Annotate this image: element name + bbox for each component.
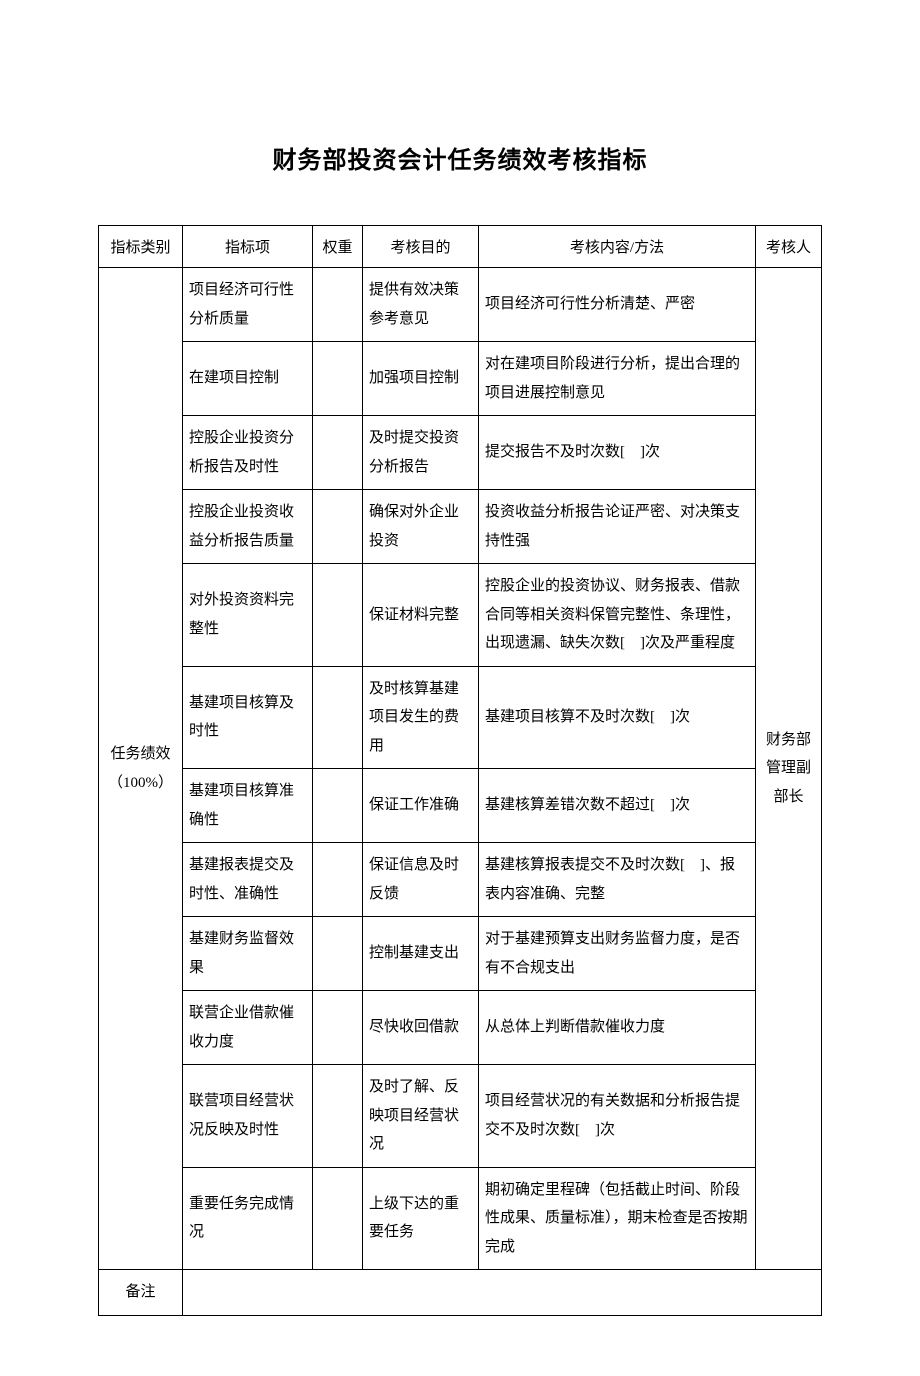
purpose-cell: 上级下达的重要任务 [363, 1167, 479, 1270]
table-row: 对外投资资料完整性保证材料完整控股企业的投资协议、财务报表、借款合同等相关资料保… [99, 564, 822, 667]
table-row: 联营项目经营状况反映及时性及时了解、反映项目经营状况项目经营状况的有关数据和分析… [99, 1065, 822, 1168]
table-header-row: 指标类别 指标项 权重 考核目的 考核内容/方法 考核人 [99, 226, 822, 268]
item-cell: 基建财务监督效果 [183, 917, 313, 991]
method-cell: 控股企业的投资协议、财务报表、借款合同等相关资料保管完整性、条理性，出现遗漏、缺… [479, 564, 756, 667]
table-row: 控股企业投资收益分析报告质量确保对外企业投资投资收益分析报告论证严密、对决策支持… [99, 490, 822, 564]
header-method: 考核内容/方法 [479, 226, 756, 268]
table-row: 基建项目核算及时性及时核算基建项目发生的费用基建项目核算不及时次数[ ]次 [99, 666, 822, 769]
method-cell: 从总体上判断借款催收力度 [479, 991, 756, 1065]
table-body: 任务绩效（100%）项目经济可行性分析质量提供有效决策参考意见项目经济可行性分析… [99, 268, 822, 1270]
method-cell: 对于基建预算支出财务监督力度，是否有不合规支出 [479, 917, 756, 991]
document-page: 财务部投资会计任务绩效考核指标 指标类别 指标项 权重 考核目的 考核内容/方法… [0, 0, 920, 1376]
weight-cell [313, 490, 363, 564]
method-cell: 项目经营状况的有关数据和分析报告提交不及时次数[ ]次 [479, 1065, 756, 1168]
item-cell: 在建项目控制 [183, 342, 313, 416]
method-cell: 期初确定里程碑（包括截止时间、阶段性成果、质量标准），期末检查是否按期完成 [479, 1167, 756, 1270]
purpose-cell: 保证信息及时反馈 [363, 843, 479, 917]
item-cell: 控股企业投资收益分析报告质量 [183, 490, 313, 564]
table-row: 任务绩效（100%）项目经济可行性分析质量提供有效决策参考意见项目经济可行性分析… [99, 268, 822, 342]
purpose-cell: 及时核算基建项目发生的费用 [363, 666, 479, 769]
purpose-cell: 保证工作准确 [363, 769, 479, 843]
reviewer-cell: 财务部管理副部长 [756, 268, 822, 1270]
item-cell: 重要任务完成情况 [183, 1167, 313, 1270]
weight-cell [313, 342, 363, 416]
footer-content [183, 1270, 822, 1316]
weight-cell [313, 416, 363, 490]
table-row: 基建项目核算准确性保证工作准确基建核算差错次数不超过[ ]次 [99, 769, 822, 843]
weight-cell [313, 1065, 363, 1168]
weight-cell [313, 917, 363, 991]
table-row: 在建项目控制加强项目控制对在建项目阶段进行分析，提出合理的项目进展控制意见 [99, 342, 822, 416]
purpose-cell: 加强项目控制 [363, 342, 479, 416]
method-cell: 基建项目核算不及时次数[ ]次 [479, 666, 756, 769]
table-row: 联营企业借款催收力度尽快收回借款从总体上判断借款催收力度 [99, 991, 822, 1065]
weight-cell [313, 1167, 363, 1270]
table-row: 基建报表提交及时性、准确性保证信息及时反馈基建核算报表提交不及时次数[ ]、报表… [99, 843, 822, 917]
header-weight: 权重 [313, 226, 363, 268]
purpose-cell: 控制基建支出 [363, 917, 479, 991]
table-footer-row: 备注 [99, 1270, 822, 1316]
purpose-cell: 提供有效决策参考意见 [363, 268, 479, 342]
weight-cell [313, 991, 363, 1065]
header-person: 考核人 [756, 226, 822, 268]
footer-label: 备注 [99, 1270, 183, 1316]
method-cell: 项目经济可行性分析清楚、严密 [479, 268, 756, 342]
weight-cell [313, 666, 363, 769]
purpose-cell: 及时了解、反映项目经营状况 [363, 1065, 479, 1168]
page-title: 财务部投资会计任务绩效考核指标 [98, 140, 822, 175]
method-cell: 对在建项目阶段进行分析，提出合理的项目进展控制意见 [479, 342, 756, 416]
purpose-cell: 保证材料完整 [363, 564, 479, 667]
header-category: 指标类别 [99, 226, 183, 268]
purpose-cell: 及时提交投资分析报告 [363, 416, 479, 490]
table-row: 控股企业投资分析报告及时性及时提交投资分析报告提交报告不及时次数[ ]次 [99, 416, 822, 490]
item-cell: 控股企业投资分析报告及时性 [183, 416, 313, 490]
method-cell: 基建核算报表提交不及时次数[ ]、报表内容准确、完整 [479, 843, 756, 917]
item-cell: 基建报表提交及时性、准确性 [183, 843, 313, 917]
method-cell: 基建核算差错次数不超过[ ]次 [479, 769, 756, 843]
item-cell: 联营项目经营状况反映及时性 [183, 1065, 313, 1168]
weight-cell [313, 769, 363, 843]
table-row: 基建财务监督效果控制基建支出对于基建预算支出财务监督力度，是否有不合规支出 [99, 917, 822, 991]
item-cell: 基建项目核算及时性 [183, 666, 313, 769]
header-purpose: 考核目的 [363, 226, 479, 268]
item-cell: 基建项目核算准确性 [183, 769, 313, 843]
kpi-table: 指标类别 指标项 权重 考核目的 考核内容/方法 考核人 任务绩效（100%）项… [98, 225, 822, 1316]
category-cell: 任务绩效（100%） [99, 268, 183, 1270]
weight-cell [313, 564, 363, 667]
item-cell: 联营企业借款催收力度 [183, 991, 313, 1065]
purpose-cell: 确保对外企业投资 [363, 490, 479, 564]
table-row: 重要任务完成情况上级下达的重要任务期初确定里程碑（包括截止时间、阶段性成果、质量… [99, 1167, 822, 1270]
method-cell: 提交报告不及时次数[ ]次 [479, 416, 756, 490]
weight-cell [313, 843, 363, 917]
purpose-cell: 尽快收回借款 [363, 991, 479, 1065]
item-cell: 项目经济可行性分析质量 [183, 268, 313, 342]
header-item: 指标项 [183, 226, 313, 268]
item-cell: 对外投资资料完整性 [183, 564, 313, 667]
weight-cell [313, 268, 363, 342]
method-cell: 投资收益分析报告论证严密、对决策支持性强 [479, 490, 756, 564]
